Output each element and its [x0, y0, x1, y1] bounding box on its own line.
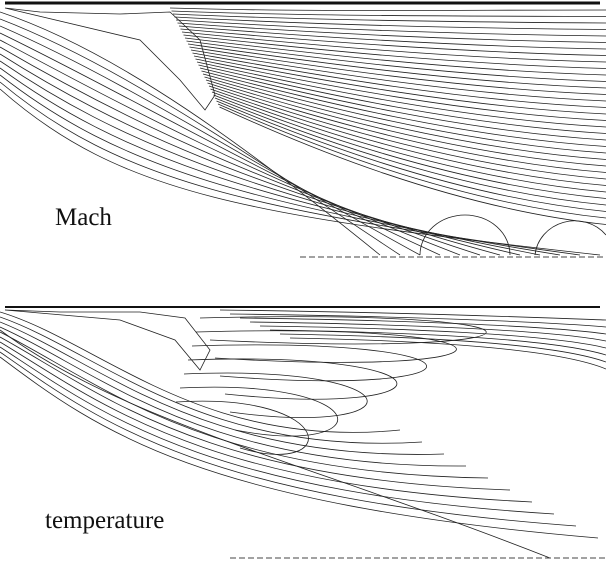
contour-line [218, 104, 606, 218]
contour-line [290, 338, 606, 369]
contour-line [280, 334, 606, 362]
contour-line [0, 332, 488, 478]
figure: Mach temperature [0, 0, 606, 563]
contour-line [181, 29, 606, 56]
contour-line [212, 92, 606, 192]
temperature-contour-panel: temperature [0, 307, 606, 558]
contour-line [191, 50, 606, 101]
panel-label: Mach [55, 204, 112, 231]
contour-line [214, 95, 606, 199]
contour-line [208, 83, 606, 173]
contour-line [180, 387, 338, 436]
mach-contour-panel: Mach [0, 3, 606, 257]
contour-line [170, 8, 606, 11]
contour-line [0, 327, 466, 466]
contour-line [184, 35, 606, 69]
contour-line [0, 342, 532, 502]
contour-line [193, 53, 606, 108]
gradient-region [5, 310, 210, 370]
panel-label: temperature [45, 507, 164, 534]
contour-line [270, 330, 606, 355]
contour-line [209, 86, 606, 179]
contour-line [230, 314, 606, 327]
contour-line [220, 107, 606, 225]
contour-line [172, 11, 606, 17]
contour-line [0, 352, 576, 526]
contour-line [192, 345, 427, 381]
contour-line [0, 322, 444, 454]
contour-line [0, 347, 554, 514]
contour-line [188, 359, 397, 399]
